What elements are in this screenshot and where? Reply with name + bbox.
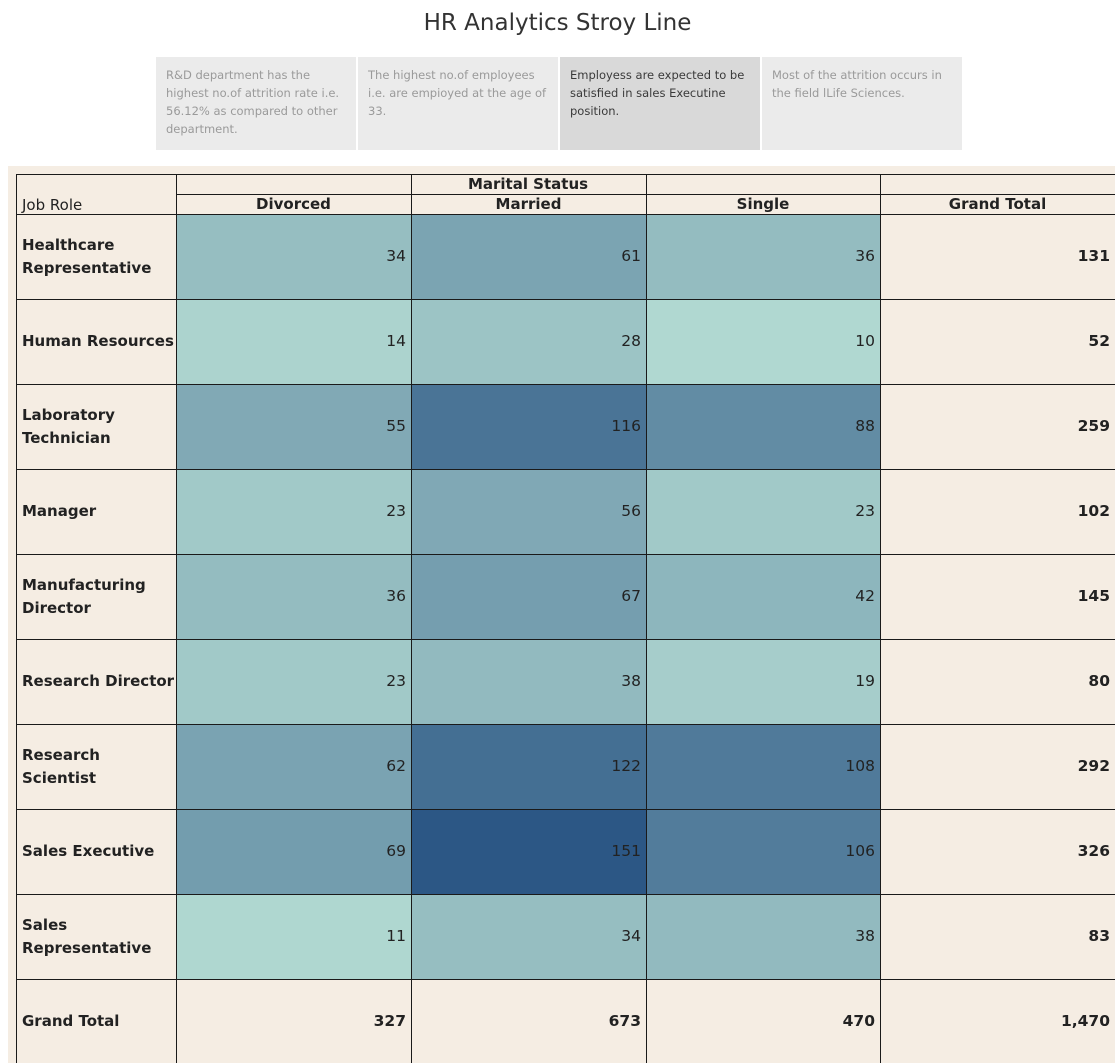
heat-cell: 106 xyxy=(646,809,880,894)
story-title: HR Analytics Stroy Line xyxy=(423,10,692,36)
story-navigator: R&D department has the highest no.of att… xyxy=(156,57,962,150)
column-header-married: Married xyxy=(495,195,562,213)
column-header-grand-total: Grand Total xyxy=(948,195,1047,213)
grand-total-overall: 1,470 xyxy=(1060,1012,1110,1030)
row-grand-total: 52 xyxy=(1088,332,1110,350)
column-header-divorced: Divorced xyxy=(256,195,331,213)
story-point-3[interactable]: Employess are expected to be satisfied i… xyxy=(560,57,760,150)
story-point-4[interactable]: Most of the attrition occurs in the fiel… xyxy=(762,57,962,150)
row-label: Manager xyxy=(22,502,97,520)
row-grand-total: 102 xyxy=(1077,502,1110,520)
row-label: Research Scientist xyxy=(22,745,100,787)
grand-total-cell: 673 xyxy=(608,1012,641,1030)
heat-cell: 23 xyxy=(176,469,411,554)
heat-cell: 38 xyxy=(411,639,646,724)
row-grand-total: 145 xyxy=(1077,587,1110,605)
heat-cell: 36 xyxy=(176,554,411,639)
heat-cell: 10 xyxy=(646,299,880,384)
heat-cell: 23 xyxy=(646,469,880,554)
grand-total-label: Grand Total xyxy=(22,1012,120,1030)
grand-total-cell: 327 xyxy=(373,1012,406,1030)
row-grand-total: 83 xyxy=(1088,927,1110,945)
heat-cell: 14 xyxy=(176,299,411,384)
row-label: Human Resources xyxy=(22,332,174,350)
heat-cell: 34 xyxy=(176,214,411,299)
heat-cell: 11 xyxy=(176,894,411,979)
row-grand-total: 292 xyxy=(1077,757,1110,775)
row-label: Laboratory Technician xyxy=(22,405,115,447)
story-point-2[interactable]: The highest no.of employees i.e. are emp… xyxy=(358,57,558,150)
row-grand-total: 259 xyxy=(1077,417,1110,435)
heat-cell: 151 xyxy=(411,809,646,894)
heat-cell: 88 xyxy=(646,384,880,469)
row-label: Manufacturing Director xyxy=(22,575,146,617)
heat-cell: 61 xyxy=(411,214,646,299)
heat-cell: 23 xyxy=(176,639,411,724)
row-label: Healthcare Representative xyxy=(22,235,152,277)
heat-cell: 42 xyxy=(646,554,880,639)
heat-cell: 36 xyxy=(646,214,880,299)
row-grand-total: 326 xyxy=(1077,842,1110,860)
heat-cell: 56 xyxy=(411,469,646,554)
row-label: Sales Executive xyxy=(22,842,155,860)
column-header-single: Single xyxy=(736,195,790,213)
heat-cell: 67 xyxy=(411,554,646,639)
heat-cell: 28 xyxy=(411,299,646,384)
row-grand-total: 131 xyxy=(1077,247,1110,265)
heat-cell: 69 xyxy=(176,809,411,894)
heat-cell: 55 xyxy=(176,384,411,469)
heat-cell: 122 xyxy=(411,724,646,809)
row-label: Research Director xyxy=(22,672,175,690)
story-point-1[interactable]: R&D department has the highest no.of att… xyxy=(156,57,356,150)
row-label: Sales Representative xyxy=(22,915,152,957)
heat-cell: 19 xyxy=(646,639,880,724)
heat-cell: 38 xyxy=(646,894,880,979)
heat-cell: 62 xyxy=(176,724,411,809)
row-header-label: Job Role xyxy=(22,196,83,214)
grand-total-cell: 470 xyxy=(842,1012,875,1030)
heat-cell: 108 xyxy=(646,724,880,809)
row-grand-total: 80 xyxy=(1088,672,1110,690)
heat-cell: 34 xyxy=(411,894,646,979)
column-group-header: Marital Status xyxy=(467,175,589,193)
heat-cell: 116 xyxy=(411,384,646,469)
